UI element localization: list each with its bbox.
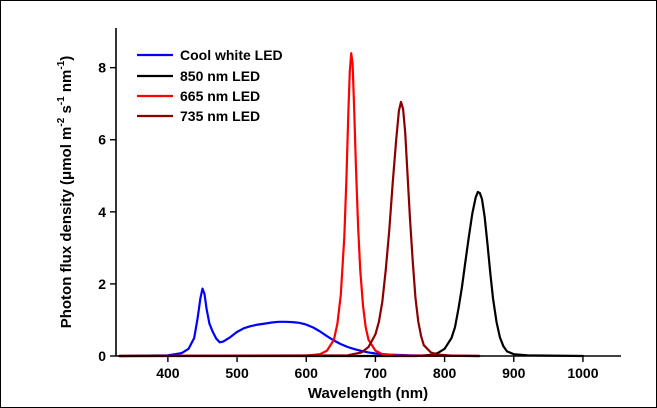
y-tick-label: 2 — [98, 276, 106, 292]
x-tick-label: 1000 — [567, 365, 598, 381]
x-tick-label: 600 — [295, 365, 319, 381]
y-ticks: 0 2 4 6 8 — [98, 60, 116, 364]
series-line-735-nm-led — [118, 100, 481, 358]
legend-label-735nm: 735 nm LED — [180, 108, 260, 124]
y-axis-title-sup2: -1 — [56, 96, 67, 105]
x-tick-label: 400 — [156, 365, 180, 381]
y-axis-title-main: Photon flux density (μmol m — [58, 127, 75, 329]
legend-label-cool-white: Cool white LED — [180, 47, 283, 63]
y-axis-title-sup3: -1 — [56, 60, 67, 69]
y-axis-title-mid1: s — [58, 105, 75, 118]
y-tick-label: 8 — [98, 60, 106, 76]
y-tick-label: 6 — [98, 132, 106, 148]
legend-label-850nm: 850 nm LED — [180, 68, 260, 84]
y-tick-label: 4 — [98, 204, 106, 220]
x-tick-label: 500 — [225, 365, 249, 381]
y-axis-title-sup1: -2 — [56, 117, 67, 126]
series-line-665-nm-led — [118, 52, 481, 358]
series-layer — [118, 52, 585, 358]
legend-label-665nm: 665 nm LED — [180, 88, 260, 104]
series-line-850-nm-led — [118, 190, 585, 358]
x-axis-title: Wavelength (nm) — [308, 385, 428, 402]
x-ticks: 400 500 600 700 800 900 1000 — [156, 356, 599, 381]
x-tick-label: 900 — [502, 365, 526, 381]
x-tick-label: 800 — [433, 365, 457, 381]
y-tick-label: 0 — [98, 348, 106, 364]
legend: Cool white LED 850 nm LED 665 nm LED 735… — [137, 47, 283, 124]
y-axis-title-end: ) — [58, 56, 75, 61]
x-tick-label: 700 — [364, 365, 388, 381]
y-axis-title: Photon flux density (μmol m-2 s-1 nm-1) — [56, 56, 75, 329]
y-axis-title-mid2: nm — [58, 70, 75, 97]
series-line-cool-white-led — [118, 287, 481, 358]
